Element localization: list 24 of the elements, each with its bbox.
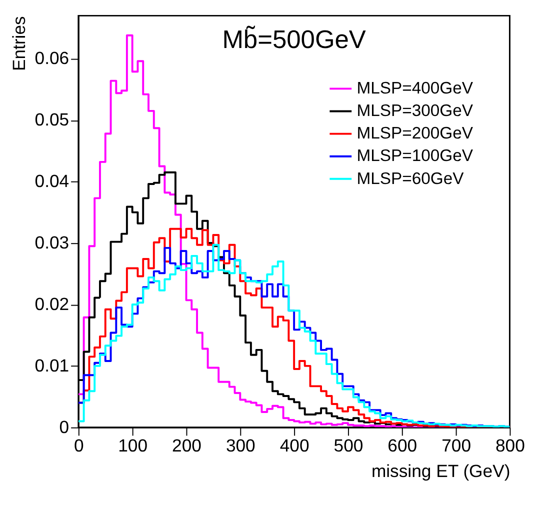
x-tick-label: 500 — [334, 435, 364, 456]
y-tick-label: 0 — [59, 416, 70, 437]
annotation: Mb̃=500GeV — [222, 24, 366, 54]
x-axis-title: missing ET (GeV) — [371, 460, 510, 481]
x-tick-label: 700 — [442, 435, 472, 456]
y-tick-label: 0.04 — [34, 170, 70, 191]
x-tick-label: 0 — [74, 435, 84, 456]
x-tick-label: 400 — [280, 435, 310, 456]
y-tick-label: 0.01 — [34, 355, 70, 376]
legend-label: MLSP=400GeV — [356, 78, 474, 98]
legend-label: MLSP=60GeV — [356, 168, 465, 188]
x-tick-label: 300 — [226, 435, 256, 456]
x-tick-label: 600 — [388, 435, 418, 456]
x-tick-label: 200 — [172, 435, 202, 456]
legend-label: MLSP=200GeV — [356, 124, 474, 143]
y-tick-label: 0.05 — [34, 110, 70, 130]
y-tick-label: 0.02 — [34, 294, 70, 314]
x-tick-label: 100 — [118, 435, 148, 456]
legend-label: MLSP=300GeV — [356, 101, 474, 120]
y-tick-label: 0.03 — [34, 232, 70, 252]
x-tick-label: 800 — [495, 435, 526, 456]
y-tick-label: 0.06 — [34, 48, 70, 68]
legend-label: MLSP=100GeV — [356, 146, 474, 166]
y-axis-title: Entries — [8, 16, 29, 72]
